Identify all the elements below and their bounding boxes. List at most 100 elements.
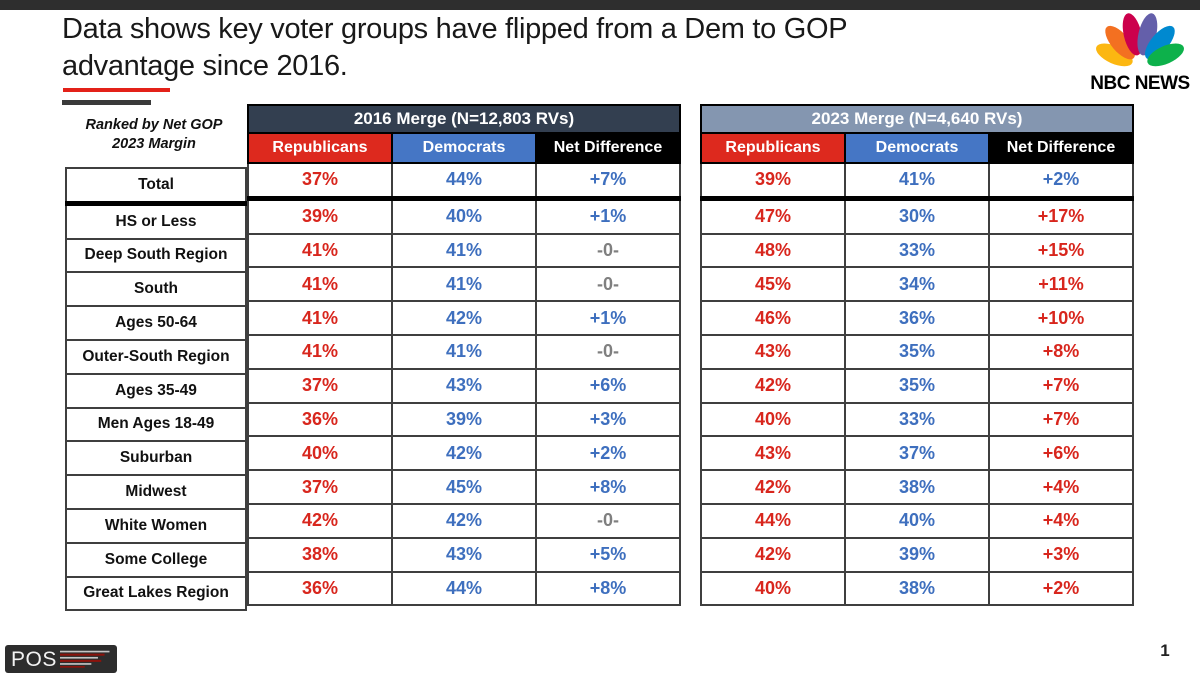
m2023-rep-value: 43% bbox=[700, 333, 846, 370]
m2016-dem-value: 42% bbox=[391, 502, 537, 539]
m2016-rep-value: 41% bbox=[247, 300, 393, 336]
group-label: Suburban bbox=[65, 440, 247, 477]
m2023-dem-value: 35% bbox=[844, 333, 990, 370]
m2016-rep-value: 36% bbox=[247, 401, 393, 438]
group-label-row: Men Ages 18-49 bbox=[65, 406, 247, 443]
group-label-row: Ages 50-64 bbox=[65, 305, 247, 341]
m2023-dem-value: 36% bbox=[844, 300, 990, 336]
table-2016-column-headers: Republicans Democrats Net Difference bbox=[247, 132, 681, 164]
m2023-dem-value: 38% bbox=[844, 469, 990, 505]
page-title-line1: Data shows key voter groups have flipped… bbox=[62, 13, 848, 45]
m2016-rep-value: 37% bbox=[247, 367, 393, 404]
table-row: 47% 30% +17% bbox=[700, 197, 1134, 235]
m2023-rep-value: 45% bbox=[700, 266, 846, 303]
m2023-net-value: +15% bbox=[988, 232, 1134, 269]
m2016-dem-value: 44% bbox=[391, 161, 537, 201]
table-row: 42% 39% +3% bbox=[700, 536, 1134, 573]
nbc-peacock-icon bbox=[1096, 13, 1184, 67]
pos-stripes-icon bbox=[59, 650, 110, 668]
m2016-net-value: +1% bbox=[535, 300, 681, 336]
table-row: 39% 41% +2% bbox=[700, 161, 1134, 201]
m2023-dem-value: 40% bbox=[844, 502, 990, 539]
top-accent-bar bbox=[0, 0, 1200, 10]
m2016-dem-value: 42% bbox=[391, 435, 537, 472]
table-2016-title: 2016 Merge (N=12,803 RVs) bbox=[247, 104, 681, 134]
group-label-row: Deep South Region bbox=[65, 237, 247, 274]
group-label-row: South bbox=[65, 271, 247, 308]
group-label: White Women bbox=[65, 507, 247, 544]
group-label-row: Some College bbox=[65, 541, 247, 578]
m2023-rep-value: 47% bbox=[700, 197, 846, 235]
m2016-net-value: +2% bbox=[535, 435, 681, 472]
group-labels-body: Total HS or Less Deep South Region South Age… bbox=[65, 166, 247, 612]
m2023-net-value: +11% bbox=[988, 266, 1134, 303]
page-title-line2: advantage since 2016. bbox=[62, 50, 348, 82]
m2023-dem-value: 30% bbox=[844, 197, 990, 235]
table-2016: 2016 Merge (N=12,803 RVs) Republicans De… bbox=[247, 104, 681, 607]
m2016-rep-value: 37% bbox=[247, 469, 393, 505]
m2023-rep-value: 43% bbox=[700, 435, 846, 472]
group-labels-table: Total HS or Less Deep South Region South Age… bbox=[65, 166, 247, 612]
group-label: South bbox=[65, 271, 247, 308]
m2023-net-value: +2% bbox=[988, 161, 1134, 201]
table-row: 37% 44% +7% bbox=[247, 161, 681, 201]
table-2016-body: 37% 44% +7% 39% 40% +1% 41% 41% -0- 41% 41% -0- 41% 4… bbox=[247, 161, 681, 607]
m2023-net-value: +6% bbox=[988, 435, 1134, 472]
democrats-column-header: Democrats bbox=[844, 132, 990, 164]
table-row: 41% 42% +1% bbox=[247, 300, 681, 336]
table-row: 36% 39% +3% bbox=[247, 401, 681, 438]
republicans-column-header: Republicans bbox=[247, 132, 393, 164]
rank-note-line2: 2023 Margin bbox=[112, 136, 196, 152]
m2016-net-value: +6% bbox=[535, 367, 681, 404]
m2016-rep-value: 37% bbox=[247, 161, 393, 201]
table-2023-body: 39% 41% +2% 47% 30% +17% 48% 33% +15% 45% 34% +11% 4… bbox=[700, 161, 1134, 607]
group-label-row: Suburban bbox=[65, 440, 247, 477]
m2023-rep-value: 48% bbox=[700, 232, 846, 269]
m2023-net-value: +8% bbox=[988, 333, 1134, 370]
m2016-net-value: -0- bbox=[535, 266, 681, 303]
group-label: Midwest bbox=[65, 474, 247, 510]
net-difference-column-header: Net Difference bbox=[988, 132, 1134, 164]
m2023-dem-value: 34% bbox=[844, 266, 990, 303]
m2023-net-value: +7% bbox=[988, 401, 1134, 438]
page-title: Data shows key voter groups have flipped… bbox=[62, 11, 848, 85]
group-label: Deep South Region bbox=[65, 237, 247, 274]
group-label: Great Lakes Region bbox=[65, 575, 247, 612]
group-label-row: Midwest bbox=[65, 474, 247, 510]
table-2016-title-row: 2016 Merge (N=12,803 RVs) bbox=[247, 104, 681, 134]
m2016-dem-value: 39% bbox=[391, 401, 537, 438]
m2016-net-value: +3% bbox=[535, 401, 681, 438]
table-row: 40% 42% +2% bbox=[247, 435, 681, 472]
table-row: 42% 35% +7% bbox=[700, 367, 1134, 404]
m2016-dem-value: 41% bbox=[391, 266, 537, 303]
m2023-net-value: +17% bbox=[988, 197, 1134, 235]
table-row: 43% 37% +6% bbox=[700, 435, 1134, 472]
table-row: 41% 41% -0- bbox=[247, 333, 681, 370]
table-row: 40% 33% +7% bbox=[700, 401, 1134, 438]
m2023-rep-value: 42% bbox=[700, 536, 846, 573]
table-row: 39% 40% +1% bbox=[247, 197, 681, 235]
democrats-column-header: Democrats bbox=[391, 132, 537, 164]
table-row: 36% 44% +8% bbox=[247, 570, 681, 607]
m2016-dem-value: 41% bbox=[391, 232, 537, 269]
m2023-dem-value: 38% bbox=[844, 570, 990, 607]
page-number: 1 bbox=[1160, 641, 1170, 660]
m2016-rep-value: 36% bbox=[247, 570, 393, 607]
m2016-net-value: -0- bbox=[535, 333, 681, 370]
m2023-net-value: +4% bbox=[988, 469, 1134, 505]
table-row: 37% 43% +6% bbox=[247, 367, 681, 404]
group-label-row: Ages 35-49 bbox=[65, 372, 247, 409]
m2023-net-value: +3% bbox=[988, 536, 1134, 573]
m2023-net-value: +10% bbox=[988, 300, 1134, 336]
table-row: 45% 34% +11% bbox=[700, 266, 1134, 303]
pos-wordmark: POS bbox=[11, 647, 57, 671]
m2016-net-value: -0- bbox=[535, 502, 681, 539]
m2016-rep-value: 39% bbox=[247, 197, 393, 235]
m2016-dem-value: 42% bbox=[391, 300, 537, 336]
net-difference-column-header: Net Difference bbox=[535, 132, 681, 164]
title-underline-gray bbox=[62, 100, 151, 105]
m2023-net-value: +4% bbox=[988, 502, 1134, 539]
table-2023-title-row: 2023 Merge (N=4,640 RVs) bbox=[700, 104, 1134, 134]
m2023-dem-value: 39% bbox=[844, 536, 990, 573]
m2016-rep-value: 38% bbox=[247, 536, 393, 573]
